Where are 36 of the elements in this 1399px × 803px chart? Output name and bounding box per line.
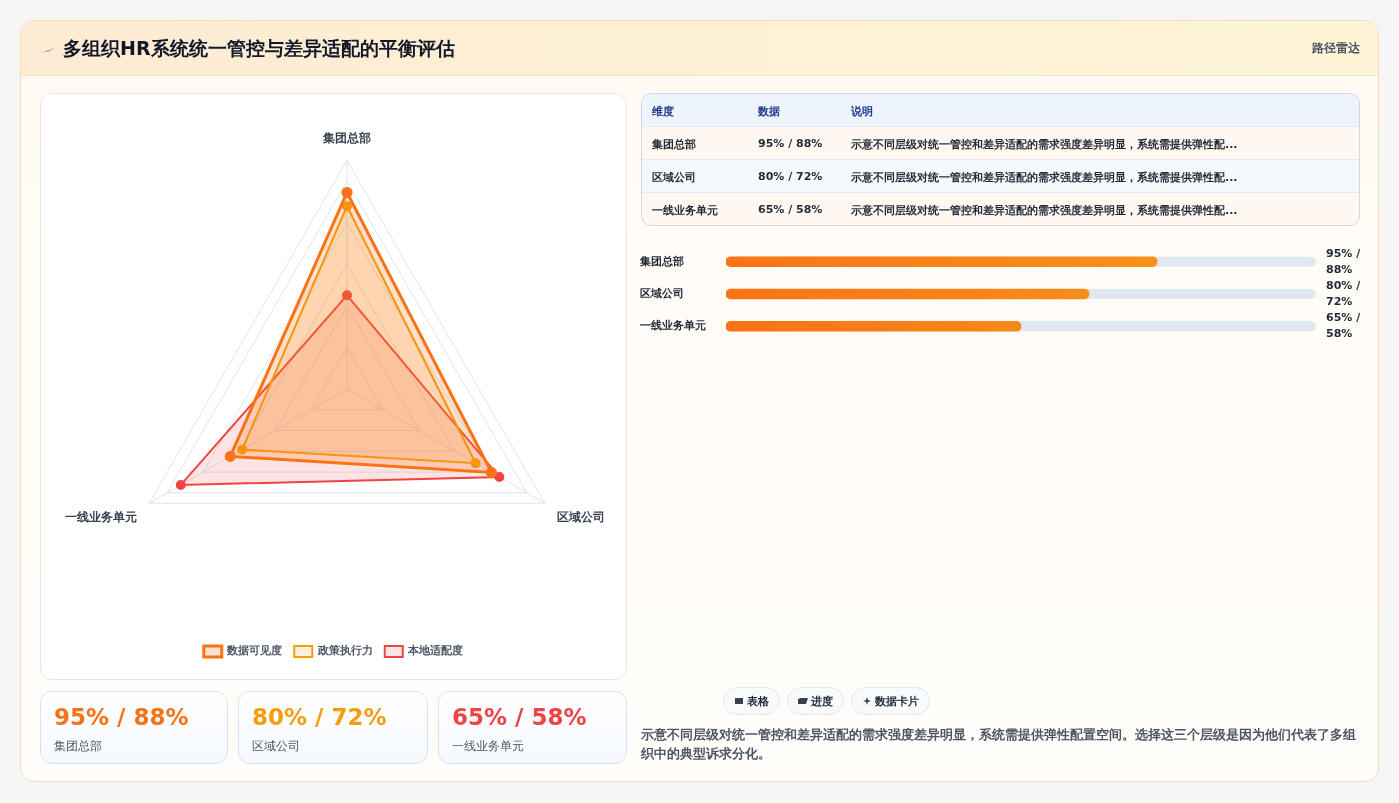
legend-label: 本地适配度	[407, 644, 464, 658]
text: 路径雷达	[1312, 40, 1360, 57]
data-label: 65% / 58%	[1326, 311, 1362, 341]
text: 80% / 72%	[252, 704, 387, 730]
text: 区域公司	[252, 738, 300, 755]
text: 示意不同层级对统一管控和差异适配的需求强度差异明显，系统需提供弹性配置空间。选择这三个层级是因为他们代表了多组织中的典型诉求分化。	[641, 726, 1357, 763]
text: 区域公司	[652, 170, 696, 185]
y-tick-label: 集团总部	[639, 254, 684, 268]
text: 80% / 72%	[758, 170, 823, 183]
spoke-label: 集团总部	[322, 131, 371, 146]
y-tick-label: 区域公司	[640, 286, 684, 300]
text: 表格	[723, 687, 780, 715]
text: 维度	[652, 104, 674, 119]
legend-label: 政策执行力	[316, 644, 373, 658]
text: 示意不同层级对统一管控和差异适配的需求强度差异明显，系统需提供弹性配...	[851, 137, 1238, 152]
text: 65% / 58%	[758, 203, 823, 216]
data-label: 95% / 88%	[1326, 246, 1362, 276]
text: 数据卡片	[851, 687, 930, 715]
spoke-label: 区域公司	[557, 509, 605, 524]
text: 进度	[787, 687, 844, 715]
data-label: 80% / 72%	[1326, 278, 1362, 308]
text: 95% / 88%	[758, 137, 823, 150]
text: 一线业务单元	[452, 738, 524, 755]
text: 95% / 88%	[54, 704, 189, 730]
text: 示意不同层级对统一管控和差异适配的需求强度差异明显，系统需提供弹性配...	[851, 170, 1238, 185]
text: 示意不同层级对统一管控和差异适配的需求强度差异明显，系统需提供弹性配...	[851, 203, 1238, 218]
y-tick-label: 一线业务单元	[640, 319, 706, 333]
spoke-label: 一线业务单元	[65, 509, 137, 524]
text: 65% / 58%	[452, 704, 587, 730]
chart-title: 多组织HR系统统一管控与差异适配的平衡评估	[63, 36, 455, 61]
text: 一线业务单元	[652, 203, 718, 218]
legend-label: 数据可见度	[226, 644, 283, 658]
text: 集团总部	[54, 738, 102, 755]
text: 说明	[851, 104, 873, 119]
text: 集团总部	[652, 137, 696, 152]
text: 数据	[758, 104, 780, 119]
